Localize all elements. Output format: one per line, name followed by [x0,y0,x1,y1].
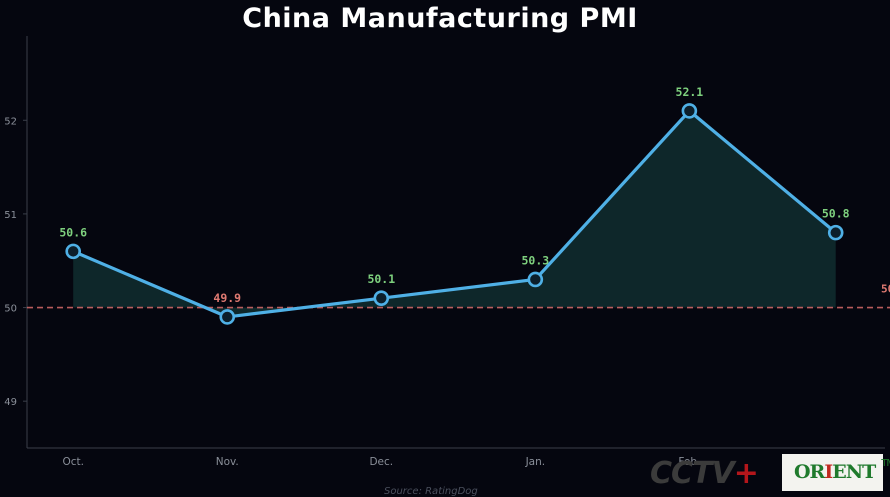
orient-logo: ORIENT TM [782,454,890,491]
data-point [65,243,82,260]
cctv-logo: CCTV+ [650,456,759,491]
data-label: 49.9 [213,291,241,305]
data-point [373,290,390,306]
y-tick-label: 51 [4,210,17,221]
y-tick-label: 52 [4,116,17,127]
x-tick-label: Jan. [525,456,546,468]
area-fill-path [73,110,836,317]
reference-line-label: 50 [881,283,890,296]
data-label: 50.6 [59,225,87,239]
data-label: 52.1 [676,85,704,99]
data-point [827,224,844,241]
series-line-group [72,109,837,319]
data-label: 50.1 [367,272,395,286]
data-points [65,103,844,325]
data-point [219,309,236,325]
data-point [527,271,544,288]
orient-logo-part-a: OR [794,461,825,483]
x-tick-label: Feb. [678,456,700,468]
data-label: 50.8 [822,207,850,221]
series-line [72,109,837,319]
orient-logo-part-b: I [824,461,833,483]
data-label: 50.3 [521,253,549,267]
area-fill [73,110,836,317]
x-tick-label: Oct. [62,456,84,468]
source-note: Source: RatingDog [384,486,478,497]
orient-logo-part-c: ENT [832,461,876,483]
chart-axes [26,36,885,449]
tick-labels: 49 50 51 52 Oct. Nov. Dec. Jan. Feb. [4,116,700,468]
y-tick-label: 49 [4,397,17,408]
cctv-logo-text: CCTV [650,456,735,491]
x-tick-label: Dec. [369,456,393,468]
reference-line-group: 50 [27,283,890,309]
chart-title: China Manufacturing PMI [242,3,638,34]
orient-logo-tm: TM [881,458,890,469]
data-labels: 50.6 49.9 50.1 50.3 52.1 50.8 [59,85,849,305]
data-point [681,103,698,119]
cctv-logo-plus: + [733,456,759,491]
y-tick-label: 50 [4,304,17,315]
x-tick-label: Nov. [216,456,239,468]
